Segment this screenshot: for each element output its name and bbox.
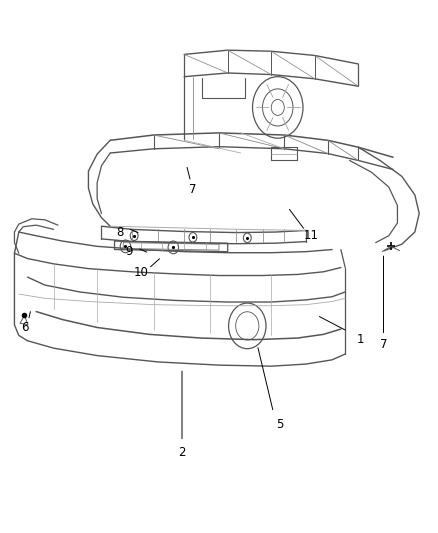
Text: 7: 7	[380, 338, 387, 351]
Text: 9: 9	[125, 245, 133, 258]
Text: 8: 8	[116, 225, 124, 239]
Text: 6: 6	[21, 321, 29, 334]
Text: 7: 7	[189, 183, 197, 196]
Text: 10: 10	[133, 266, 148, 279]
Text: 1: 1	[357, 333, 364, 346]
Text: 2: 2	[178, 446, 186, 458]
Text: 11: 11	[304, 229, 319, 242]
Text: 5: 5	[276, 418, 284, 431]
